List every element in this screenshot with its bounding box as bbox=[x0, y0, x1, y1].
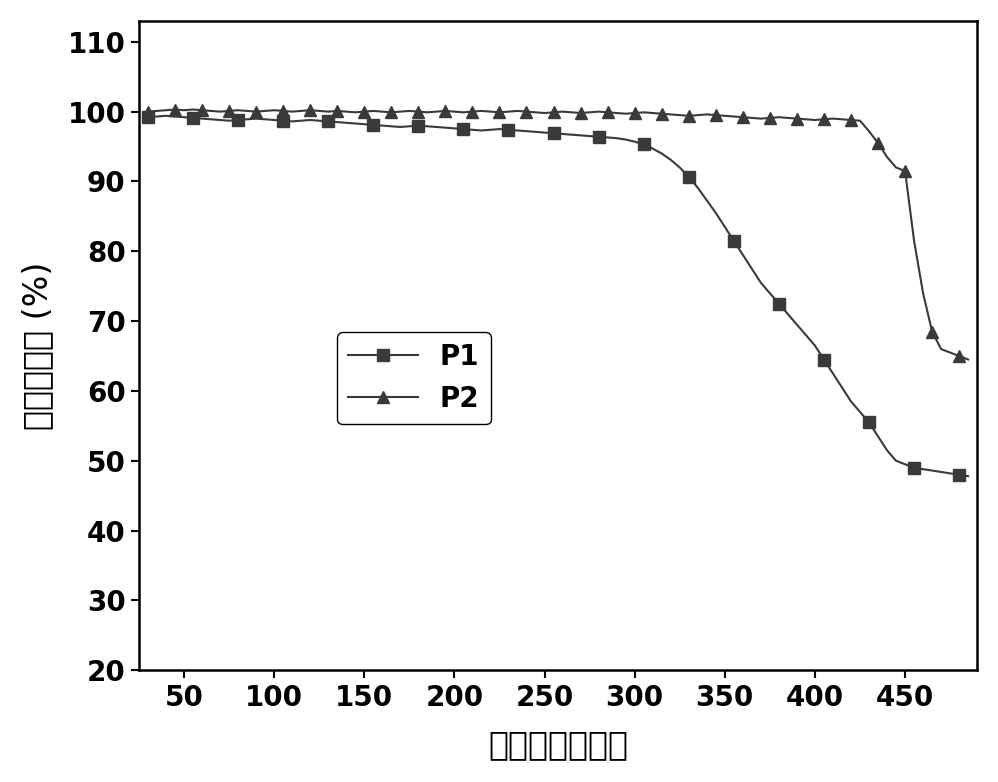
P1 bbox=[160, 111, 172, 120]
P1 bbox=[790, 320, 802, 329]
Legend: P1, P2: P1, P2 bbox=[337, 332, 491, 424]
P1 bbox=[836, 382, 848, 392]
P1 bbox=[638, 140, 650, 149]
Line: P1: P1 bbox=[142, 109, 974, 482]
P2 bbox=[836, 115, 848, 124]
Line: P2: P2 bbox=[142, 103, 974, 366]
P2 bbox=[962, 355, 974, 364]
P2 bbox=[142, 107, 154, 117]
P2 bbox=[638, 108, 650, 117]
P1 bbox=[754, 278, 766, 288]
P1 bbox=[800, 331, 812, 340]
P2 bbox=[800, 115, 812, 124]
P2 bbox=[754, 114, 766, 124]
X-axis label: 温度（摄氏度）: 温度（摄氏度） bbox=[488, 728, 628, 761]
P1 bbox=[962, 472, 974, 481]
P2 bbox=[790, 114, 802, 124]
P1 bbox=[809, 341, 821, 350]
P1 bbox=[142, 113, 154, 122]
P2 bbox=[809, 115, 821, 124]
Y-axis label: 重量百分数 (%): 重量百分数 (%) bbox=[21, 261, 54, 430]
P2 bbox=[169, 105, 181, 114]
